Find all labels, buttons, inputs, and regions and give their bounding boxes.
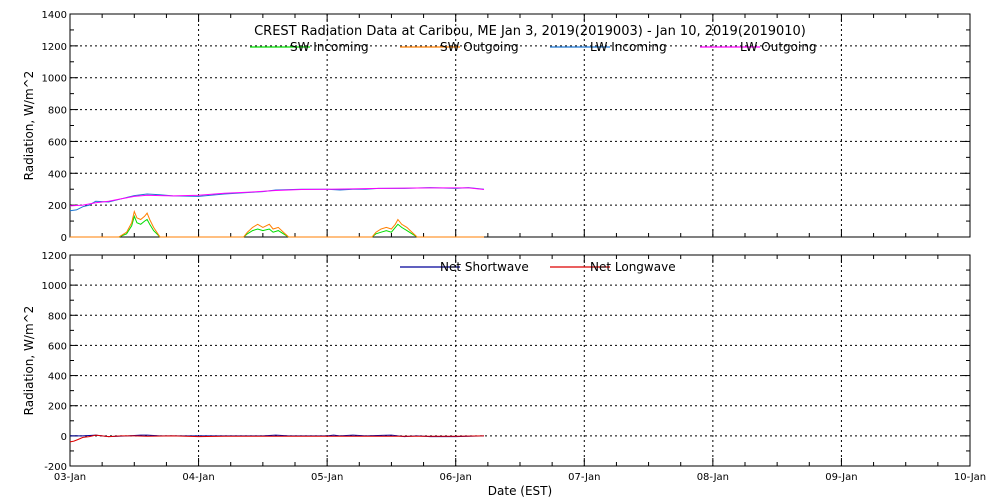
chart-title: CREST Radiation Data at Caribou, ME Jan … (254, 24, 806, 39)
y-axis-label: Radiation, W/m^2 (22, 306, 36, 416)
y-tick-label: 600 (48, 341, 67, 352)
series-line-sw-incoming (70, 214, 484, 238)
y-tick-label: 400 (48, 169, 67, 180)
y-tick-label: 200 (48, 201, 67, 212)
legend-label: Net Shortwave (440, 260, 529, 274)
y-tick-label: 800 (48, 106, 67, 117)
y-tick-label: 1400 (42, 10, 67, 21)
legend-label: Net Longwave (590, 260, 676, 274)
top-panel: 0 200 400 600 800 1000 1200 1400 Radiation, W/m^… (22, 10, 971, 244)
series-line-net-longwave (69, 434, 485, 443)
x-tick-label: 09-Jan (825, 472, 857, 483)
x-tick-label: 06-Jan (440, 472, 472, 483)
x-tick-label: 04-Jan (182, 472, 214, 483)
x-tick-label: 03-Jan (54, 472, 86, 483)
x-tick-label: 08-Jan (697, 472, 729, 483)
legend-label: SW Outgoing (440, 40, 519, 54)
y-tick-label: -200 (44, 462, 67, 473)
x-tick-label: 10-Jan (954, 472, 986, 483)
y-tick-label: 200 (48, 402, 67, 413)
y-tick-label: 0 (61, 233, 67, 244)
series-line-lw-outgoing (69, 187, 485, 207)
y-tick-label: 0 (61, 432, 67, 443)
y-tick-label: 800 (48, 311, 67, 322)
bottom-panel: -200 0 200 400 600 800 1000 1200 03-Jan 04-Jan 05-… (22, 251, 986, 483)
x-axis-label: Date (EST) (488, 484, 552, 498)
legend-label: SW Incoming (290, 40, 369, 54)
y-tick-label: 400 (48, 372, 67, 383)
series-line-sw-outgoing (70, 209, 484, 238)
y-tick-label: 1000 (42, 281, 67, 292)
x-tick-label: 07-Jan (568, 472, 600, 483)
legend-label: LW Outgoing (740, 40, 817, 54)
y-axis-label: Radiation, W/m^2 (22, 71, 36, 181)
legend-label: LW Incoming (590, 40, 667, 54)
y-tick-label: 600 (48, 137, 67, 148)
y-tick-label: 1200 (42, 42, 67, 53)
x-tick-label: 05-Jan (311, 472, 343, 483)
y-tick-label: 1200 (42, 251, 67, 262)
y-tick-label: 1000 (42, 74, 67, 85)
